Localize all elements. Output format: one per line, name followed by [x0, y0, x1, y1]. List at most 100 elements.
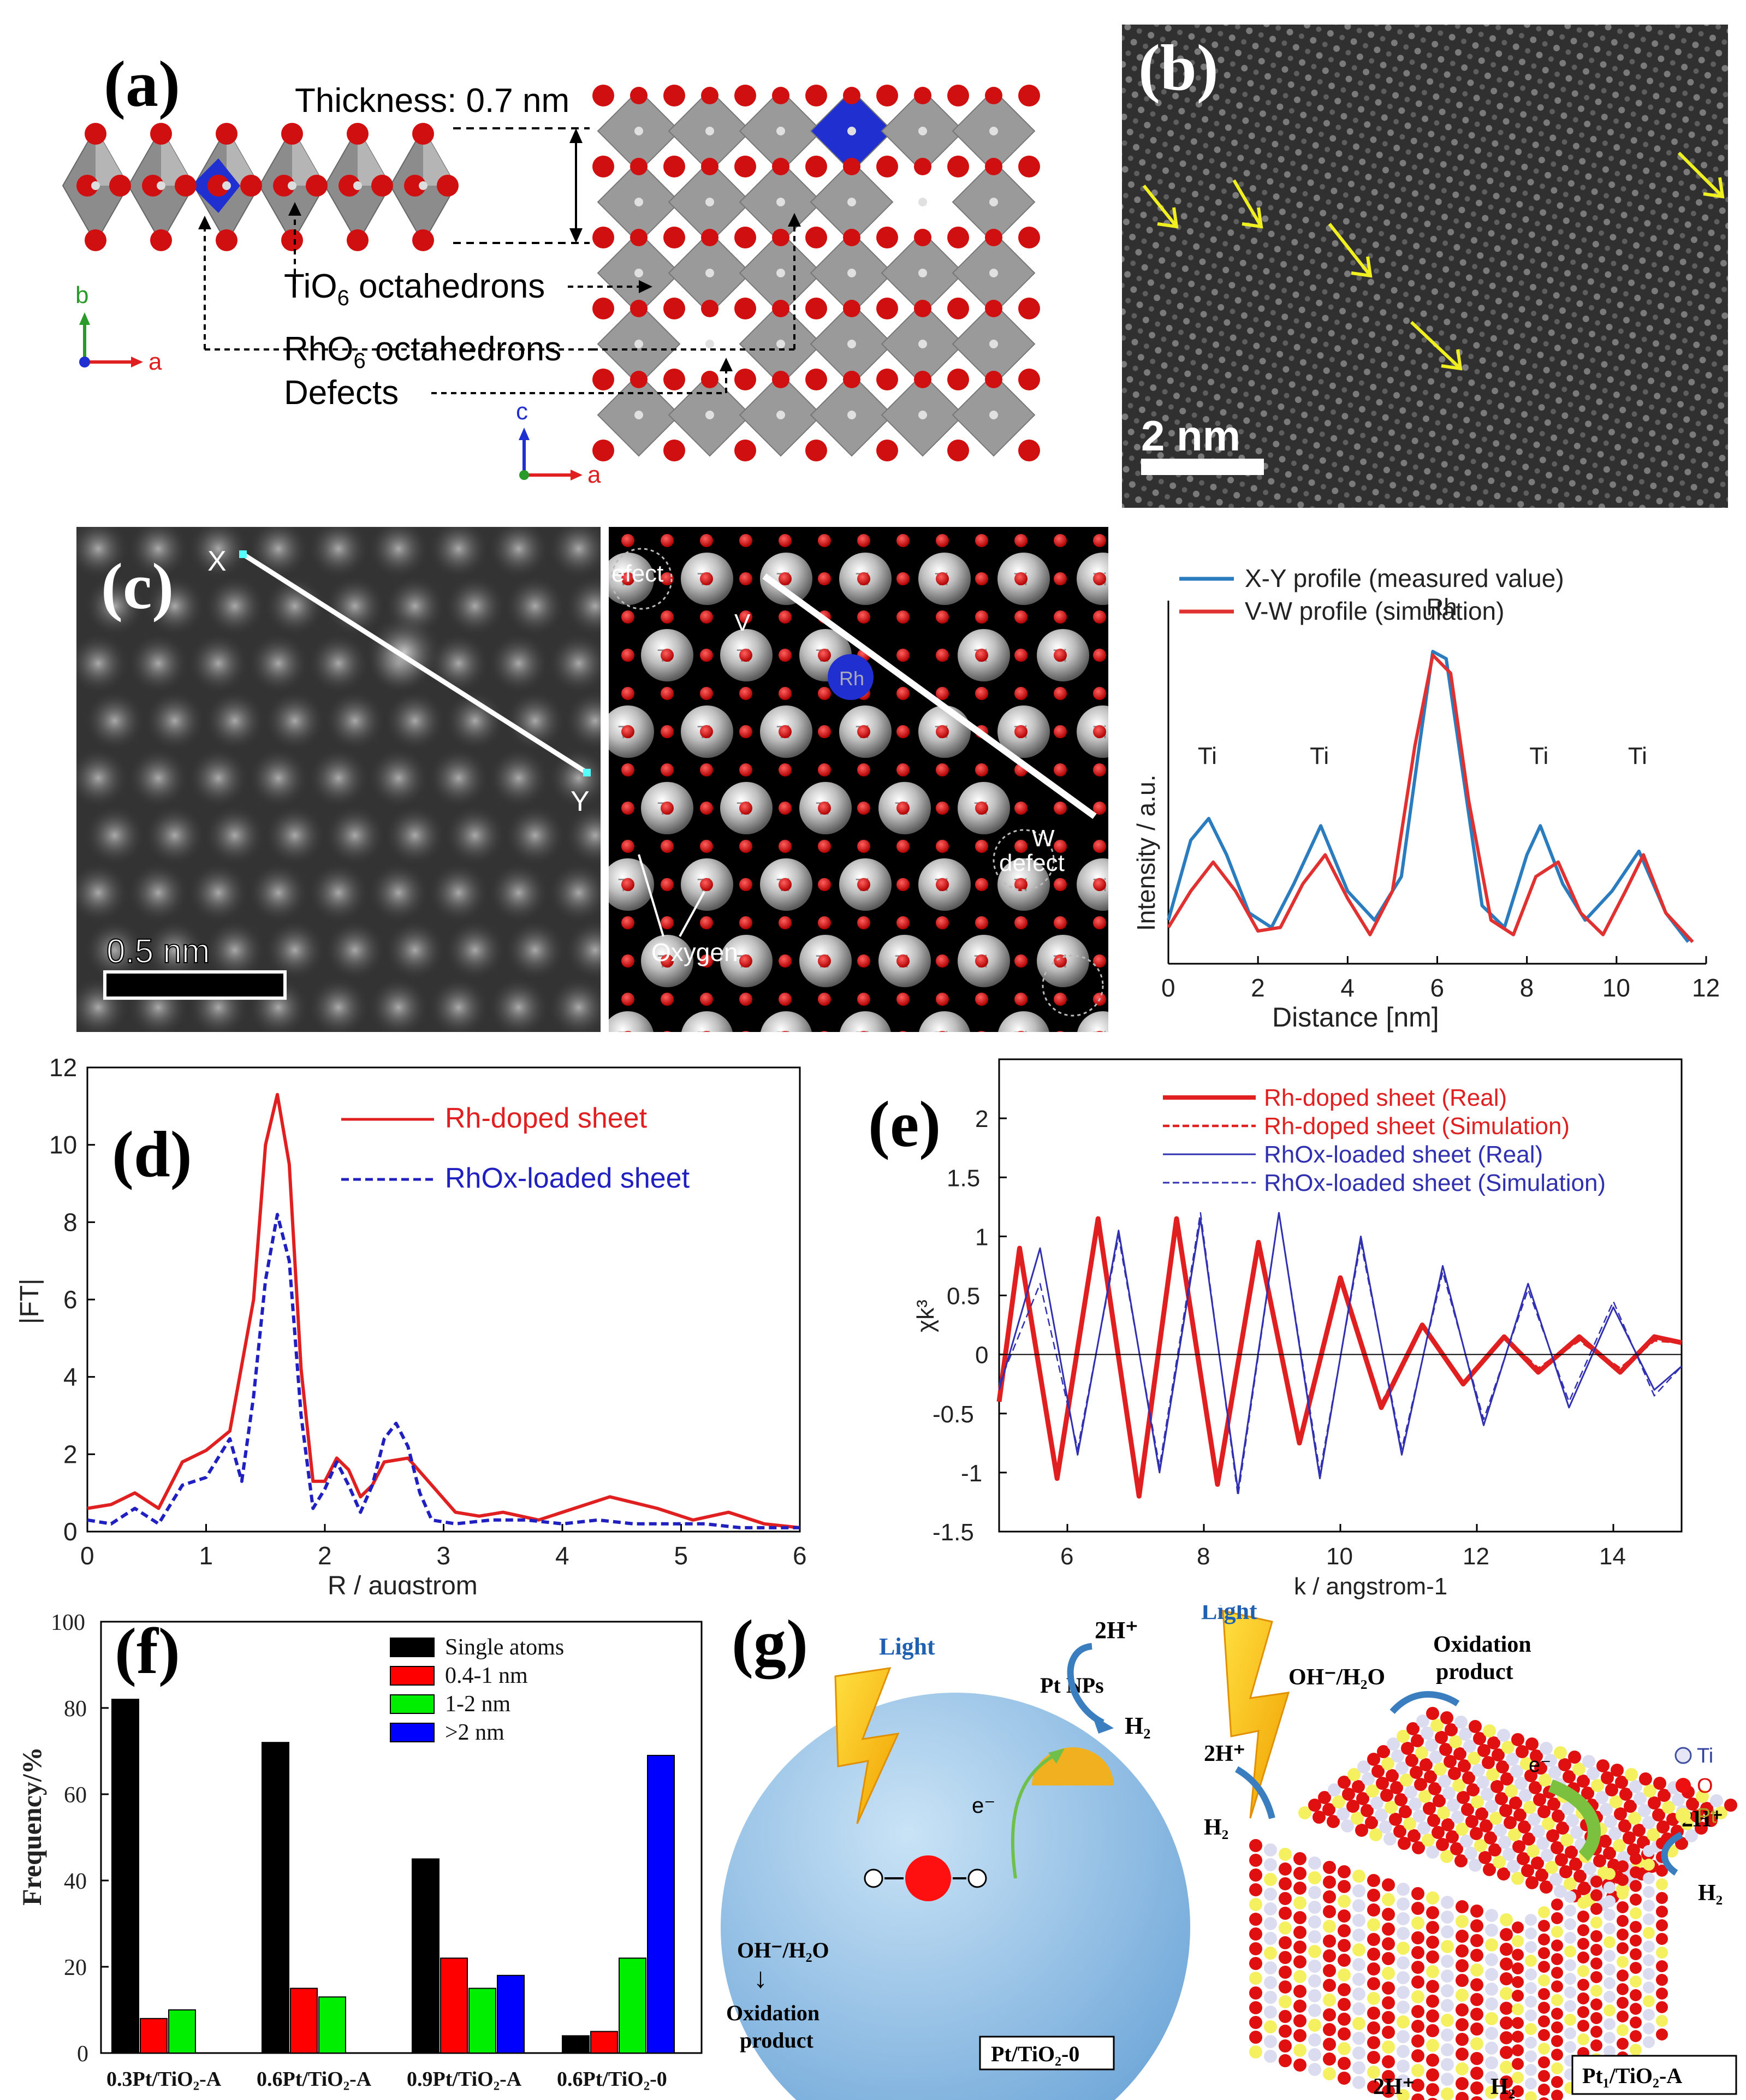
- panel-a-structure: Thickness: 0.7 nm TiO6 octahedrons RhO6 …: [62, 82, 1040, 488]
- defects-label: Defects: [284, 374, 399, 412]
- peak-label: Ti: [1310, 743, 1329, 769]
- series-line-0: [996, 1216, 1682, 1499]
- legend-swatch: [390, 1666, 435, 1686]
- panel-e: 6 8 10 12 14 -1.5 -1 -0.5 0 0.5 1 1.5 2 k / angstrom-…: [868, 1037, 1746, 1600]
- y-tick-label: 0: [63, 1517, 78, 1546]
- label-defect-1: efect: [611, 560, 663, 587]
- legend-label: Rh-doped sheet (Real): [1264, 1084, 1507, 1111]
- x-tick-label: 2: [1251, 974, 1265, 1002]
- y-tick-label: 80: [64, 1696, 87, 1722]
- bar: [468, 1988, 496, 2054]
- peak-label: Ti: [1198, 743, 1217, 769]
- x-tick-label: 3: [437, 1541, 451, 1570]
- series-line-1: [997, 1220, 1682, 1492]
- panel-b: 2 nm (b): [1122, 25, 1728, 508]
- x-tick-label: 6: [1430, 974, 1445, 1002]
- legend-o: O: [1697, 1775, 1713, 1798]
- g-left-2h: 2H⁺: [1095, 1617, 1138, 1644]
- y-tick-label: 0: [975, 1342, 988, 1369]
- ti-atom-label: Ti: [618, 1028, 632, 1032]
- bar: [647, 1754, 675, 2054]
- legend-swatch: [390, 1694, 435, 1714]
- bar: [440, 1957, 468, 2054]
- light-bolt-left: [834, 1667, 900, 1824]
- plot-frame: [100, 1621, 703, 2054]
- y-tick-label: 2: [63, 1440, 78, 1468]
- scale-bar-b: 2 nm: [1141, 412, 1240, 460]
- g-right-ox1: Oxidation: [1433, 1632, 1531, 1657]
- label-oxygen: Oxygen: [651, 938, 738, 966]
- pt1-tio2-cube: [1249, 1707, 1737, 2100]
- legend-ti: Ti: [1697, 1745, 1713, 1767]
- yellow-arrow: [1410, 321, 1462, 370]
- y-axis-title: Frequency/%: [16, 1747, 47, 1906]
- series-line-3: [998, 1212, 1682, 1497]
- panel-d: 0 1 2 3 4 5 6 0 2 4 6 8 10 12 R / augstrom |FT| Rh-doped…: [0, 1037, 852, 1594]
- ti-atom-label: Ti: [1093, 1028, 1107, 1032]
- y-tick-label: 4: [63, 1363, 78, 1391]
- g-right-oh: OH⁻/H₂O: [1288, 1665, 1385, 1690]
- category-label: 0.6Pt/TiO₂-A: [257, 2068, 372, 2091]
- y-tick-label: 6: [63, 1285, 78, 1314]
- scale-bar-c: 0.5 nm: [106, 933, 210, 970]
- yellow-arrow: [1328, 223, 1372, 277]
- excitation-center: [905, 1855, 951, 1901]
- peak-label: Ti: [1529, 743, 1548, 769]
- legend-label: X-Y profile (measured value): [1245, 564, 1564, 592]
- y-tick-label: 60: [64, 1783, 87, 1808]
- marker-x: X: [207, 545, 227, 577]
- g-left-box: Pt/TiO₂-0: [991, 2042, 1079, 2066]
- panel-c-profile: 0 2 4 6 8 10 12 Ti Ti Rh Ti Ti Distance [nm] Intensit…: [1114, 527, 1746, 1035]
- panel-b-label: (b): [1138, 31, 1219, 104]
- tio2-particle: [721, 1693, 1190, 2100]
- panel-a-label: (a): [104, 48, 180, 120]
- yellow-arrow: [1232, 179, 1263, 228]
- x-tick-label: 0: [1161, 974, 1175, 1002]
- category-label: 0.6Pt/TiO₂-0: [557, 2068, 667, 2091]
- g-left-oh: OH⁻/H₂O: [737, 1938, 829, 1962]
- g-right-h2-bottom: H₂: [1490, 2074, 1515, 2099]
- y-tick-label: 1: [975, 1224, 988, 1250]
- bar: [140, 2018, 168, 2054]
- y-tick-label: 10: [49, 1131, 77, 1159]
- series-line-0: [87, 1093, 800, 1529]
- x-tick-label: 12: [1463, 1543, 1489, 1570]
- y-tick-label: 0.5: [947, 1283, 980, 1310]
- stem-image-c: X Y 0.5 nm: [76, 527, 601, 1032]
- panel-e-label: (e): [868, 1088, 941, 1160]
- photocatalysis-schematic: Light 2H⁺ H₂ Pt NPs e⁻ OH⁻/H₂O ↓ Oxidati…: [721, 1605, 1737, 2100]
- bar: [318, 1996, 346, 2054]
- x-tick-label: 12: [1692, 974, 1720, 1002]
- bar: [497, 1974, 525, 2054]
- light-bolt-right: [1222, 1610, 1290, 1819]
- x-tick-label: 6: [1060, 1543, 1073, 1570]
- g-right-light: Light: [1201, 1605, 1257, 1624]
- ti-atom-label: Ti: [856, 1028, 869, 1032]
- legend-label: 0.4-1 nm: [445, 1663, 528, 1688]
- category-label: 0.3Pt/TiO₂-A: [106, 2068, 222, 2091]
- bar: [262, 1742, 289, 2054]
- bar: [168, 2009, 196, 2054]
- plot-frame: [86, 1066, 801, 1533]
- legend-label: RhOx-loaded sheet: [445, 1162, 690, 1194]
- g-left-h2: H₂: [1125, 1712, 1150, 1739]
- legend-label: >2 nm: [445, 1720, 504, 1745]
- x-tick-label: 5: [674, 1541, 688, 1570]
- x-tick-label: 1: [199, 1541, 213, 1570]
- legend-label: Rh-doped sheet (Simulation): [1264, 1113, 1570, 1140]
- legend-label: Rh-doped sheet: [445, 1102, 648, 1134]
- g-right-h2-right: H₂: [1698, 1880, 1723, 1906]
- x-axis-title: R / augstrom: [328, 1571, 478, 1594]
- legend-swatch: [390, 1638, 435, 1657]
- marker-y: Y: [571, 786, 590, 817]
- peak-label: Ti: [1628, 743, 1647, 769]
- x-tick-label: 2: [318, 1541, 332, 1570]
- g-left-light: Light: [879, 1633, 935, 1660]
- bar: [412, 1858, 440, 2054]
- bar: [562, 2035, 590, 2054]
- x-tick-label: 6: [793, 1541, 807, 1570]
- y-tick-label: 100: [51, 1610, 85, 1635]
- rho6-label: RhO6 octahedrons: [284, 330, 561, 373]
- x-tick-label: 8: [1520, 974, 1534, 1002]
- series-line-1: [1167, 653, 1694, 944]
